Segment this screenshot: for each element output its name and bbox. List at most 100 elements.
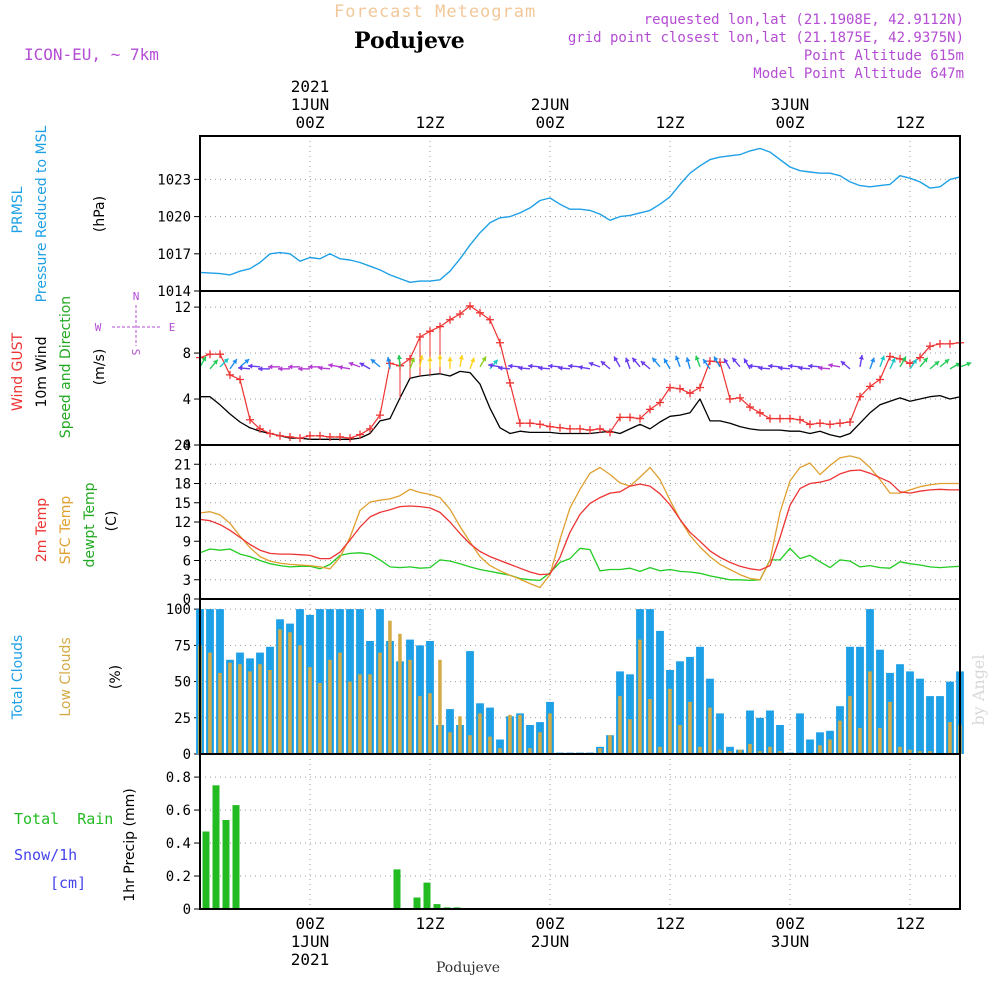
gust-marker	[866, 382, 874, 391]
low-cloud-bar	[628, 719, 632, 754]
gust-marker	[856, 392, 864, 401]
wind-direction-arrowhead	[232, 359, 237, 364]
gust-marker	[466, 301, 474, 310]
temp-ytick-label: 0	[183, 592, 191, 608]
watermark: by Angel	[969, 654, 988, 725]
gust-marker	[946, 339, 954, 348]
low-cloud-bar	[238, 664, 242, 754]
temp-label-3: dewpt Temp	[82, 482, 98, 567]
low-cloud-bar	[508, 714, 512, 754]
total-cloud-bar	[926, 696, 934, 754]
wind-direction-arrowhead	[518, 365, 523, 371]
precip-background	[200, 754, 960, 909]
low-cloud-bar	[748, 743, 752, 754]
gust-marker	[926, 342, 934, 351]
gust-marker	[556, 423, 564, 432]
wind-direction-arrowhead	[396, 354, 402, 360]
gust-marker	[296, 434, 304, 443]
wind-direction-arrowhead	[758, 365, 763, 371]
gust-marker	[606, 428, 614, 437]
gust-marker	[536, 420, 544, 429]
low-cloud-bar	[768, 746, 772, 754]
pressure-unit: (hPa)	[92, 196, 108, 232]
wind-direction-arrowhead	[890, 357, 896, 363]
time-label-top: 00Z	[536, 113, 565, 132]
low-cloud-bar	[468, 735, 472, 754]
prmsl-line	[199, 147, 961, 283]
rain-bar	[202, 831, 210, 909]
clouds-ytick-label: 25	[174, 711, 191, 727]
gust-marker	[546, 422, 554, 431]
low-cloud-bar	[228, 662, 232, 754]
gust-marker	[476, 308, 484, 317]
wind-direction-arrowhead	[624, 357, 630, 363]
wind-direction-arrowhead	[386, 357, 392, 362]
clouds-ytick-label: 75	[174, 638, 191, 654]
total-cloud-bar	[766, 710, 774, 754]
total-cloud-bar	[796, 713, 804, 754]
low-cloud-bar	[498, 748, 502, 754]
low-cloud-bar	[328, 659, 332, 754]
wind-direction-arrowhead	[288, 364, 293, 370]
low-cloud-bar	[268, 670, 272, 754]
total-cloud-bar	[726, 746, 734, 754]
pressure-label-2: Pressure Reduced to MSL	[34, 125, 50, 302]
wind-direction-arrowhead	[223, 358, 229, 364]
wind-ytick-label: 12	[174, 300, 191, 316]
low-cloud-bar	[668, 688, 672, 754]
low-cloud-bar	[318, 683, 322, 754]
wind-direction-arrowhead	[632, 357, 637, 363]
gust-marker	[666, 383, 674, 392]
clouds-panel: 0 25 50 75 100	[166, 598, 964, 763]
wind-direction-arrowhead	[870, 357, 876, 363]
wind-direction-arrowhead	[318, 365, 323, 371]
gust-marker	[276, 431, 284, 440]
temp-ytick-label: 12	[174, 515, 191, 531]
temp-ytick-label: 21	[174, 457, 191, 473]
low-cloud-bar	[548, 713, 552, 754]
wind-direction-arrowhead	[588, 361, 594, 367]
low-cloud-bar	[678, 725, 682, 754]
total-cloud-bar	[756, 717, 764, 754]
wind-direction-arrowhead	[923, 357, 928, 363]
low-cloud-bar	[758, 751, 762, 754]
total-cloud-bar	[486, 707, 494, 754]
gust-marker	[366, 424, 374, 433]
low-cloud-bar	[848, 696, 852, 754]
temp-ytick-label: 24	[174, 438, 191, 454]
low-cloud-bar	[398, 633, 402, 754]
low-cloud-bar	[908, 749, 912, 754]
wind-direction-arrowhead	[912, 359, 917, 364]
gust-marker	[316, 431, 324, 440]
time-label-bottom: 3JUN	[771, 932, 810, 951]
low-cloud-bar	[708, 707, 712, 754]
gust-marker	[736, 393, 744, 402]
wind-direction-arrowhead	[732, 357, 737, 363]
footer-location: Podujeve	[436, 960, 500, 976]
rain-bar	[423, 882, 431, 909]
gust-marker	[646, 405, 654, 414]
wind-direction-arrowhead	[278, 366, 283, 372]
clouds-background	[200, 599, 960, 754]
wind-direction-arrowhead	[578, 365, 583, 370]
location-title: Podujeve	[354, 28, 465, 54]
gust-marker	[566, 424, 574, 433]
wind-direction-arrowhead	[437, 354, 443, 360]
low-cloud-bar	[648, 699, 652, 754]
gust-marker	[906, 359, 914, 368]
low-cloud-bar	[298, 645, 302, 754]
low-cloud-bar	[878, 727, 882, 754]
wind-direction-arrowhead	[447, 356, 453, 362]
temp-ytick-label: 15	[174, 496, 191, 512]
gust-marker	[636, 414, 644, 423]
low-cloud-bar	[248, 671, 252, 754]
gust-marker	[486, 315, 494, 324]
total-cloud-bar	[746, 710, 754, 754]
temp-unit: (C)	[104, 511, 120, 532]
gust-marker	[596, 424, 604, 433]
gust-marker	[756, 408, 764, 417]
gust-marker	[656, 398, 664, 407]
wind-direction-arrowhead	[201, 356, 207, 362]
gust-marker	[286, 432, 294, 441]
